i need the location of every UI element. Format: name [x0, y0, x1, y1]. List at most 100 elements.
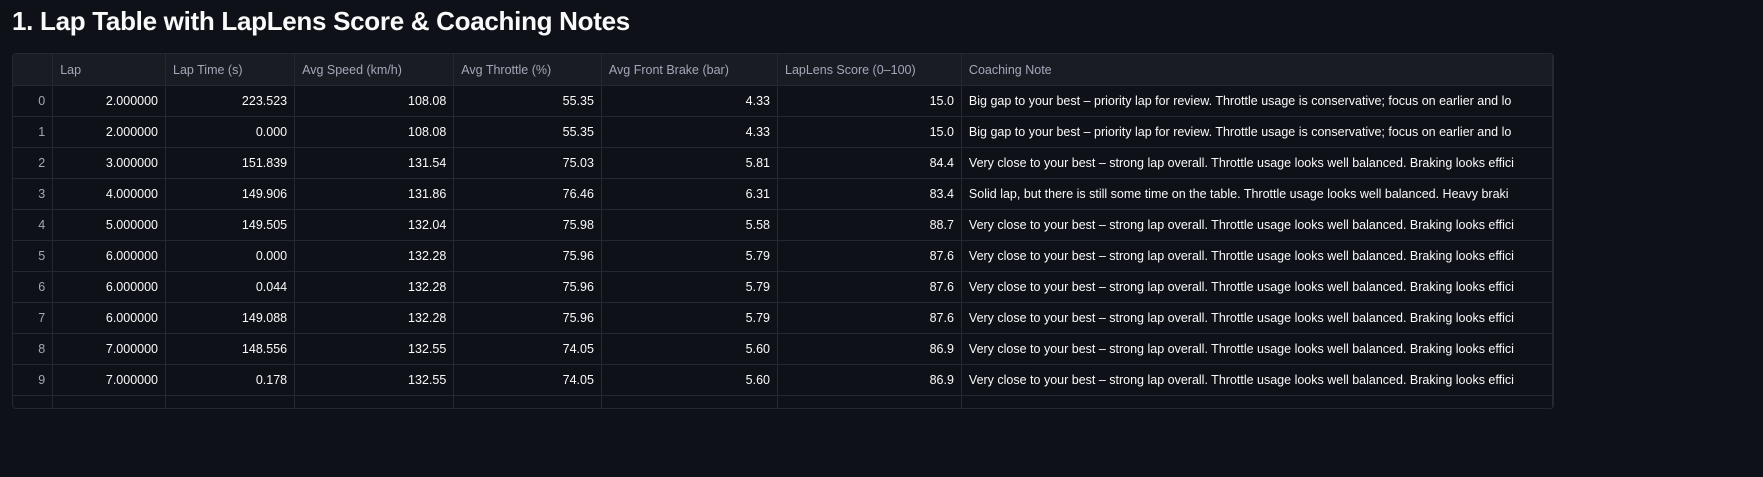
coaching-note[interactable]: Solid lap, but there is still some time … — [961, 178, 1553, 210]
cell[interactable]: 55.35 — [453, 116, 602, 148]
cell[interactable]: 6.000000 — [52, 271, 167, 303]
cell[interactable]: 15.0 — [777, 85, 962, 117]
cell[interactable]: 86.9 — [777, 364, 962, 396]
cell — [13, 395, 54, 408]
row-index: 4 — [13, 209, 54, 241]
table-row: 9 7.000000 0.178 132.55 74.05 5.60 86.9 Very cl… — [13, 364, 1553, 396]
row-index: 3 — [13, 178, 54, 210]
index-header — [13, 54, 54, 86]
cell[interactable]: 84.4 — [777, 147, 962, 179]
cell[interactable]: 75.03 — [453, 147, 602, 179]
cell[interactable]: 76.46 — [453, 178, 602, 210]
cell[interactable]: 5.60 — [601, 364, 779, 396]
cell[interactable]: 6.31 — [601, 178, 779, 210]
cell[interactable]: 87.6 — [777, 240, 962, 272]
dataframe[interactable]: Lap Lap Time (s) Avg Speed (km/h) Avg Throt… — [12, 53, 1554, 409]
table-row: 8 7.000000 148.556 132.55 74.05 5.60 86.9 Very … — [13, 333, 1553, 365]
row-index: 0 — [13, 85, 54, 117]
table-row: 4 5.000000 149.505 132.04 75.98 5.58 88.7 Very … — [13, 209, 1553, 241]
table: Lap Lap Time (s) Avg Speed (km/h) Avg Throt… — [13, 54, 1553, 408]
cell[interactable]: 149.906 — [165, 178, 296, 210]
table-row: 0 2.000000 223.523 108.08 55.35 4.33 15.0 Big g… — [13, 85, 1553, 117]
row-index: 1 — [13, 116, 54, 148]
cell[interactable]: 5.58 — [601, 209, 779, 241]
column-header[interactable]: LapLens Score (0–100) — [777, 54, 962, 86]
cell[interactable]: 132.28 — [294, 271, 455, 303]
table-row: 1 2.000000 0.000 108.08 55.35 4.33 15.0 Big gap… — [13, 116, 1553, 148]
cell[interactable]: 74.05 — [453, 364, 602, 396]
cell — [601, 395, 779, 408]
cell[interactable]: 0.000 — [165, 116, 296, 148]
cell[interactable]: 5.79 — [601, 302, 779, 334]
page-title: 1. Lap Table with LapLens Score & Coachi… — [12, 6, 630, 36]
cell[interactable]: 151.839 — [165, 147, 296, 179]
cell[interactable]: 132.28 — [294, 302, 455, 334]
row-index: 6 — [13, 271, 54, 303]
column-header[interactable]: Lap Time (s) — [165, 54, 296, 86]
cell[interactable]: 132.55 — [294, 364, 455, 396]
cell[interactable]: 87.6 — [777, 271, 962, 303]
cell[interactable]: 7.000000 — [52, 364, 167, 396]
cell[interactable]: 87.6 — [777, 302, 962, 334]
cell — [961, 395, 1553, 408]
coaching-note[interactable]: Very close to your best – strong lap ove… — [961, 302, 1553, 334]
cell[interactable]: 2.000000 — [52, 116, 167, 148]
coaching-note[interactable]: Very close to your best – strong lap ove… — [961, 240, 1553, 272]
cell[interactable]: 132.04 — [294, 209, 455, 241]
cell[interactable]: 5.000000 — [52, 209, 167, 241]
table-row: 7 6.000000 149.088 132.28 75.96 5.79 87.6 Very … — [13, 302, 1553, 334]
cell[interactable]: 0.000 — [165, 240, 296, 272]
cell[interactable]: 5.79 — [601, 240, 779, 272]
table-row: 5 6.000000 0.000 132.28 75.96 5.79 87.6 Very cl… — [13, 240, 1553, 272]
coaching-note[interactable]: Big gap to your best – priority lap for … — [961, 116, 1553, 148]
coaching-note[interactable]: Very close to your best – strong lap ove… — [961, 209, 1553, 241]
cell[interactable]: 75.98 — [453, 209, 602, 241]
cell[interactable]: 149.505 — [165, 209, 296, 241]
cell[interactable]: 4.33 — [601, 85, 779, 117]
cell[interactable]: 148.556 — [165, 333, 296, 365]
cell[interactable]: 4.000000 — [52, 178, 167, 210]
table-row: 6 6.000000 0.044 132.28 75.96 5.79 87.6 Very cl… — [13, 271, 1553, 303]
cell[interactable]: 15.0 — [777, 116, 962, 148]
column-header[interactable]: Avg Throttle (%) — [453, 54, 602, 86]
column-header[interactable]: Coaching Note — [961, 54, 1553, 86]
column-header[interactable]: Avg Speed (km/h) — [294, 54, 455, 86]
cell[interactable]: 6.000000 — [52, 240, 167, 272]
cell[interactable]: 223.523 — [165, 85, 296, 117]
coaching-note[interactable]: Very close to your best – strong lap ove… — [961, 364, 1553, 396]
table-row: 3 4.000000 149.906 131.86 76.46 6.31 83.4 Solid… — [13, 178, 1553, 210]
coaching-note[interactable]: Very close to your best – strong lap ove… — [961, 333, 1553, 365]
cell[interactable]: 132.55 — [294, 333, 455, 365]
cell[interactable]: 108.08 — [294, 116, 455, 148]
cell[interactable]: 5.79 — [601, 271, 779, 303]
cell[interactable]: 88.7 — [777, 209, 962, 241]
cell[interactable]: 74.05 — [453, 333, 602, 365]
cell[interactable]: 0.044 — [165, 271, 296, 303]
cell[interactable]: 75.96 — [453, 302, 602, 334]
cell[interactable]: 131.54 — [294, 147, 455, 179]
cell[interactable]: 7.000000 — [52, 333, 167, 365]
cell[interactable]: 86.9 — [777, 333, 962, 365]
cell[interactable]: 4.33 — [601, 116, 779, 148]
cell[interactable]: 108.08 — [294, 85, 455, 117]
cell[interactable]: 5.60 — [601, 333, 779, 365]
coaching-note[interactable]: Very close to your best – strong lap ove… — [961, 147, 1553, 179]
cell[interactable]: 55.35 — [453, 85, 602, 117]
cell[interactable]: 83.4 — [777, 178, 962, 210]
row-index: 2 — [13, 147, 54, 179]
coaching-note[interactable]: Very close to your best – strong lap ove… — [961, 271, 1553, 303]
cell[interactable]: 75.96 — [453, 240, 602, 272]
column-header[interactable]: Avg Front Brake (bar) — [601, 54, 779, 86]
cell[interactable]: 2.000000 — [52, 85, 167, 117]
cell[interactable]: 75.96 — [453, 271, 602, 303]
cell[interactable]: 131.86 — [294, 178, 455, 210]
coaching-note[interactable]: Big gap to your best – priority lap for … — [961, 85, 1553, 117]
cell[interactable]: 149.088 — [165, 302, 296, 334]
cell[interactable]: 5.81 — [601, 147, 779, 179]
cell[interactable]: 132.28 — [294, 240, 455, 272]
column-header[interactable]: Lap — [52, 54, 167, 86]
cell[interactable]: 6.000000 — [52, 302, 167, 334]
cell[interactable]: 0.178 — [165, 364, 296, 396]
cell[interactable]: 3.000000 — [52, 147, 167, 179]
